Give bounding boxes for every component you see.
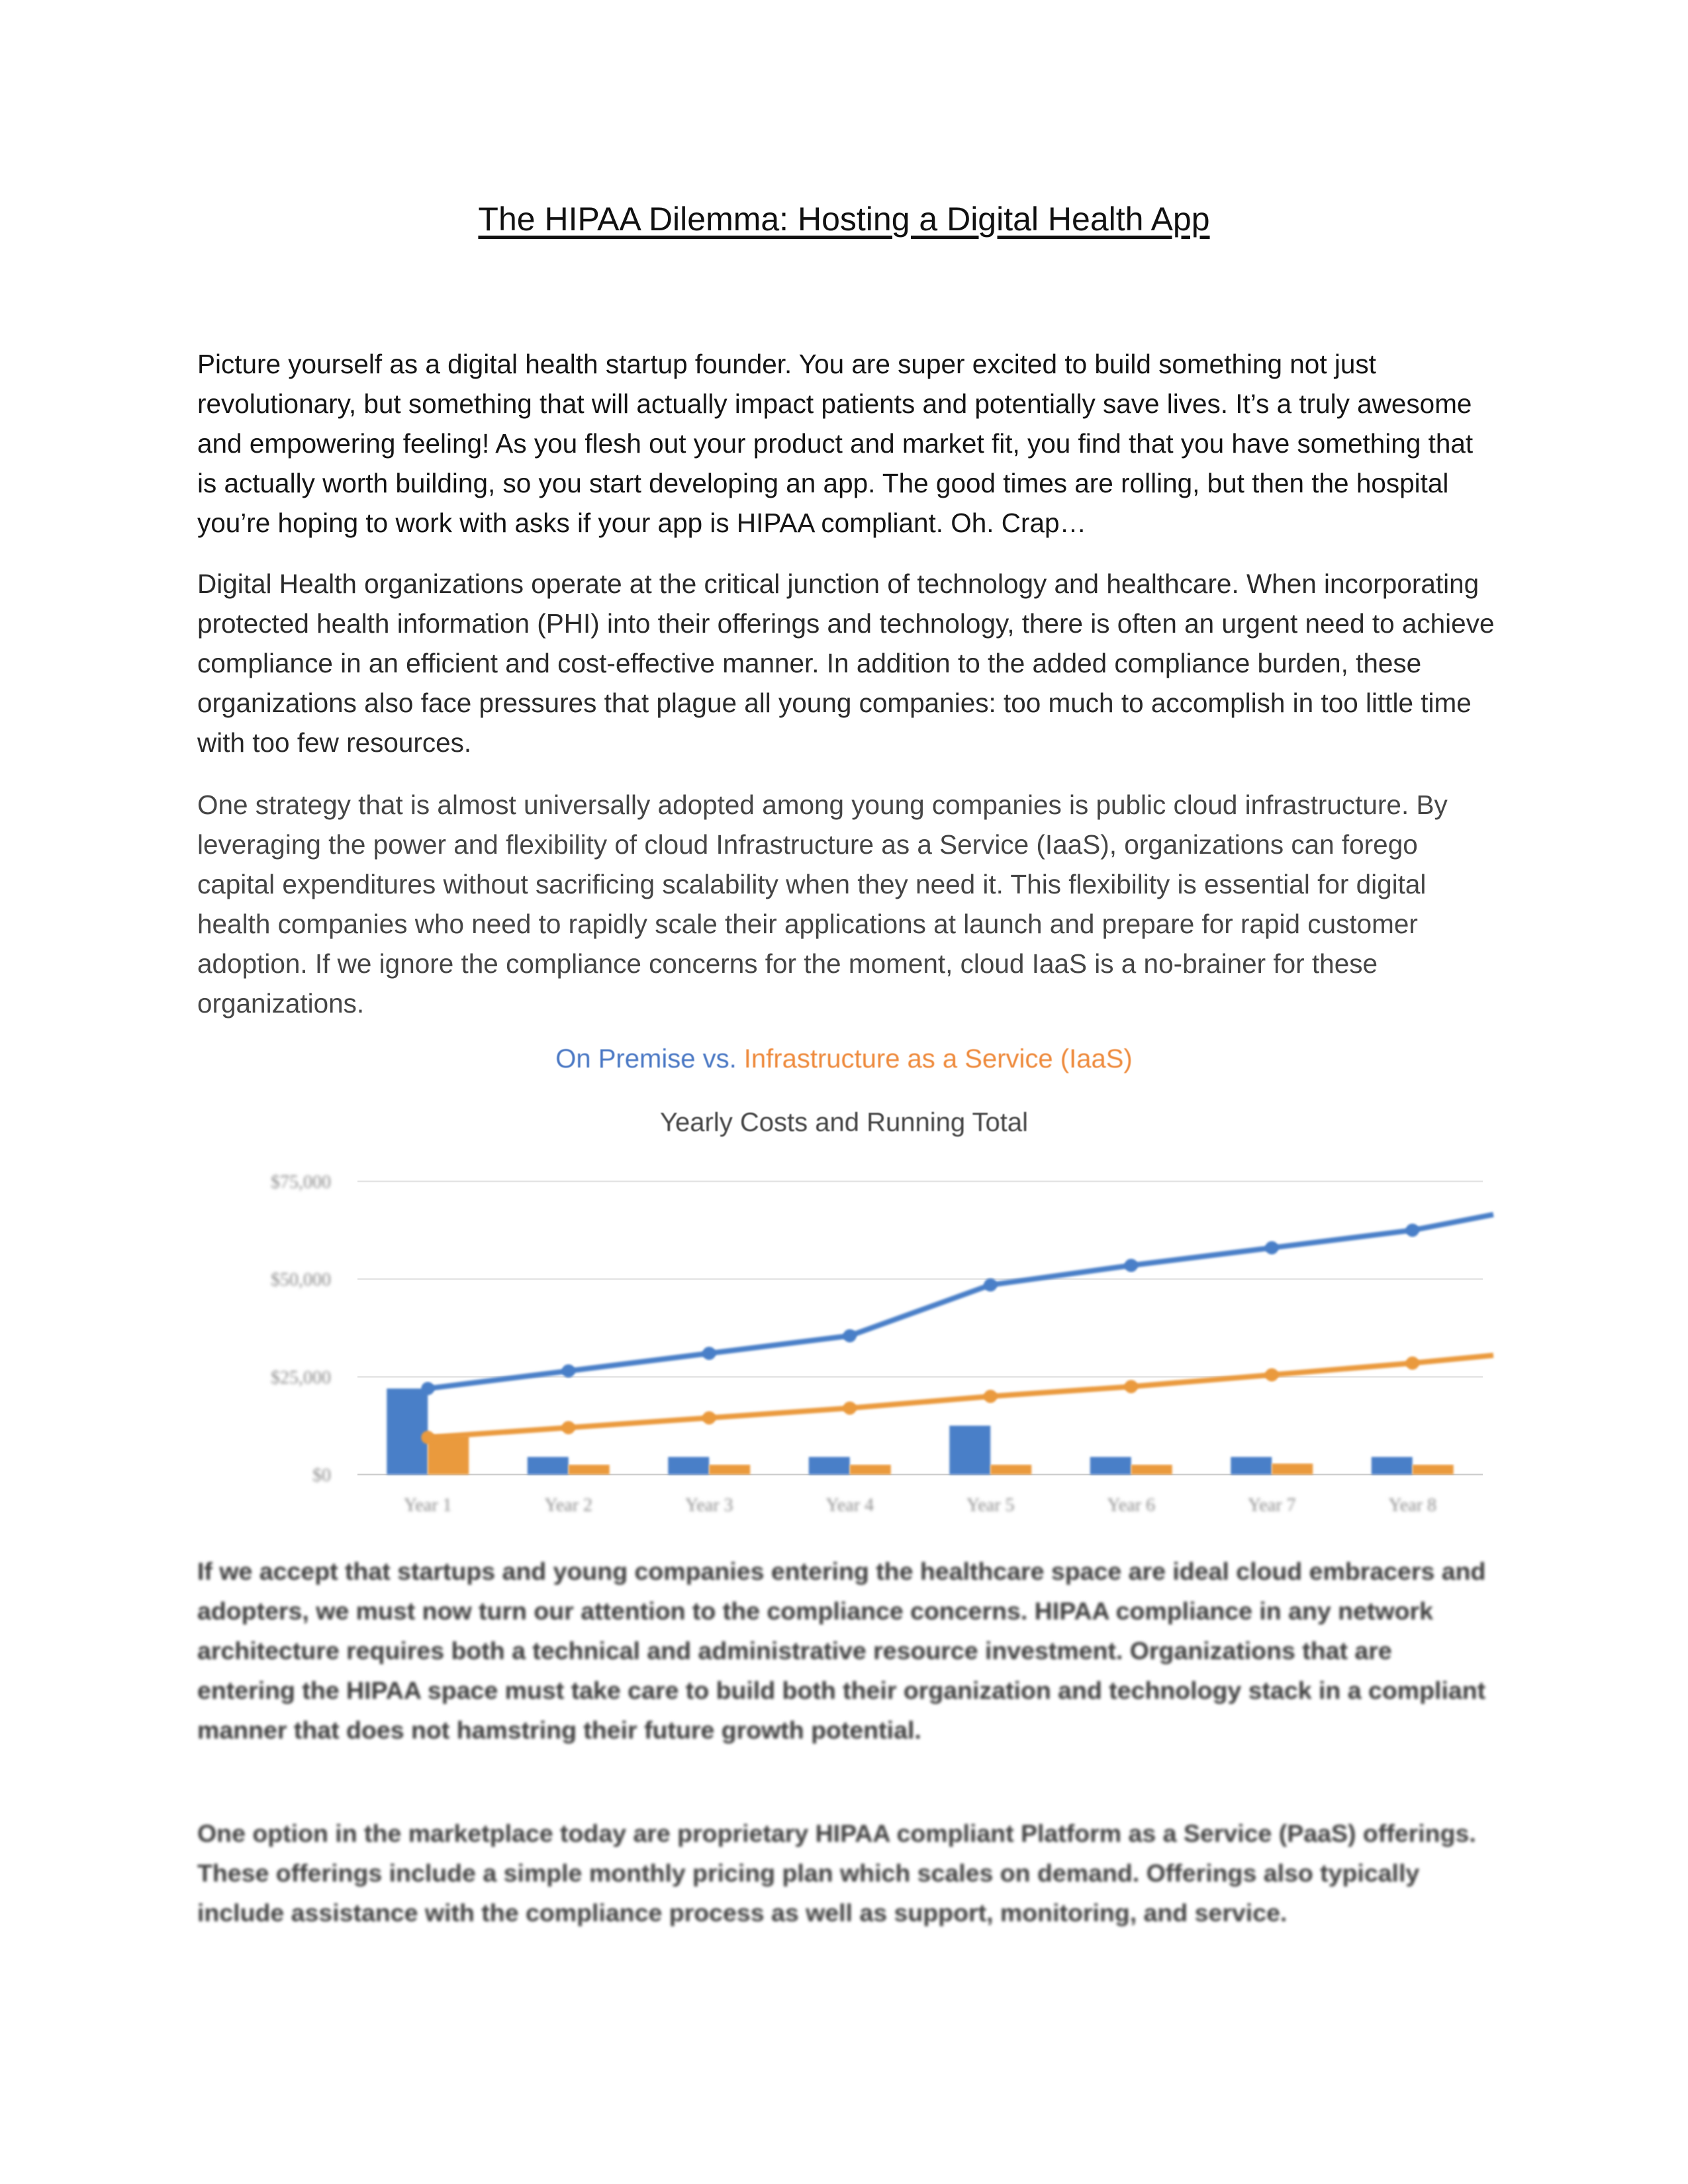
paragraph-cloud-strategy: One strategy that is almost universally … [197,790,1448,1019]
chart-heading-iaas: Infrastructure as a Service (IaaS) [743,1044,1133,1073]
bar-iaas [568,1465,610,1475]
bar-iaas [709,1465,751,1475]
line-point-on_premise [843,1329,857,1343]
line-point-on_premise [421,1382,435,1396]
y-tick-label: $25,000 [271,1367,331,1388]
bar-iaas [428,1435,469,1475]
x-tick-label: Year 8 [1388,1495,1436,1516]
bar-on_premise [1231,1457,1272,1475]
bar-on_premise [668,1457,710,1475]
bar-on_premise [527,1457,569,1475]
line-point-on_premise [1405,1223,1419,1237]
x-tick-label: Year 4 [825,1495,874,1516]
line-point-iaas [1405,1356,1419,1370]
line-on_premise [427,1212,1494,1392]
bar-on_premise [1090,1457,1131,1475]
paragraph-digital-health: Digital Health organizations operate at … [197,569,1495,758]
line-point-on_premise [702,1346,716,1360]
paragraph-intro: Picture yourself as a digital health sta… [197,349,1474,538]
x-tick-label: Year 3 [685,1495,733,1516]
bar-on_premise [387,1388,428,1475]
line-point-on_premise [1265,1241,1279,1255]
bar-iaas [1131,1465,1172,1475]
bar-iaas [849,1465,891,1475]
y-tick-label: $50,000 [271,1270,331,1291]
chart-title: Yearly Costs and Running Total [660,1108,1028,1137]
y-tick-label: $75,000 [271,1172,331,1193]
bar-iaas [1412,1465,1454,1475]
x-tick-label: Year 1 [404,1495,452,1516]
x-tick-label: Year 6 [1107,1495,1155,1516]
line-point-iaas [1265,1368,1279,1382]
line-point-iaas [1124,1380,1138,1394]
line-point-on_premise [1124,1258,1138,1272]
chart-heading: On Premise vs. Infrastructure as a Servi… [0,1044,1688,1074]
x-tick-label: Year 5 [966,1495,1015,1516]
line-point-iaas [984,1389,998,1403]
paragraph-paas-option: One option in the marketplace today are … [197,1819,1476,1927]
bar-on_premise [1371,1457,1413,1475]
line-point-iaas [421,1430,435,1444]
y-tick-label: $0 [312,1465,331,1486]
line-point-iaas [843,1401,857,1415]
line-point-iaas [561,1421,575,1435]
document-title: The HIPAA Dilemma: Hosting a Digital Hea… [478,201,1210,238]
chart-heading-on-premise: On Premise vs. [555,1044,744,1073]
paragraph-compliance: If we accept that startups and young com… [197,1557,1486,1744]
line-point-on_premise [561,1364,575,1378]
x-tick-label: Year 7 [1248,1495,1296,1516]
line-point-on_premise [984,1278,998,1292]
bar-on_premise [808,1457,850,1475]
bar-on_premise [949,1426,991,1475]
line-point-iaas [702,1411,716,1425]
x-tick-label: Year 2 [544,1495,592,1516]
bar-iaas [990,1465,1032,1475]
bar-iaas [1272,1463,1313,1475]
